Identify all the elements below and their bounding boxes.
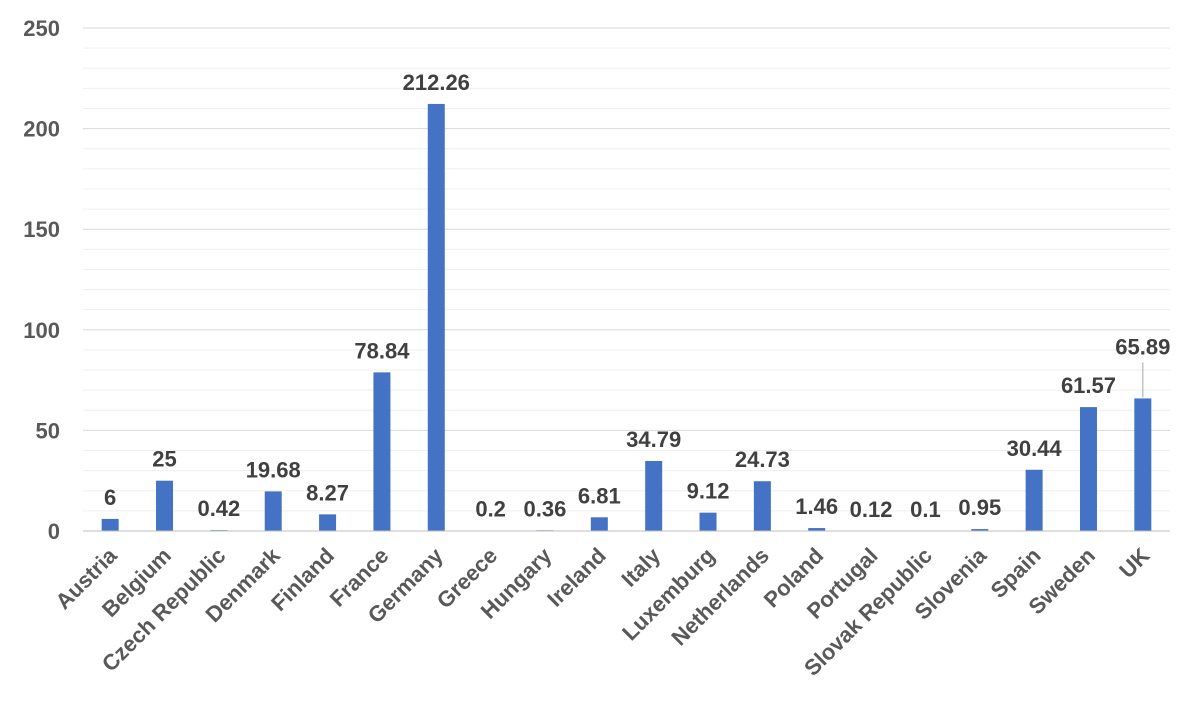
bar: [1025, 469, 1043, 531]
bar: [1079, 407, 1097, 531]
data-label: 24.73: [735, 447, 790, 472]
bar: [156, 480, 174, 531]
y-tick-label: 200: [23, 117, 60, 142]
data-label: 6.81: [578, 483, 621, 508]
data-label: 1.46: [795, 494, 838, 519]
x-category-label: Italy: [616, 542, 665, 591]
y-tick-label: 50: [36, 418, 60, 443]
bar: [1134, 398, 1152, 531]
y-tick-label: 100: [23, 318, 60, 343]
data-label: 30.44: [1007, 436, 1063, 461]
bar: [971, 529, 989, 531]
y-axis-tick-labels: 0 50 100 150 200 250: [23, 16, 60, 544]
bar: [753, 481, 771, 531]
y-tick-label: 0: [48, 519, 60, 544]
data-label: 0.12: [850, 497, 893, 522]
x-category-label: UK: [1114, 543, 1154, 583]
bars: [101, 103, 1152, 532]
bar: [264, 491, 282, 531]
data-label: 0.1: [910, 497, 941, 522]
data-label: 212.26: [403, 70, 470, 95]
data-label: 0.42: [197, 496, 240, 521]
data-label: 19.68: [246, 457, 301, 482]
bar: [808, 528, 826, 531]
data-label: 6: [104, 485, 116, 510]
data-label: 65.89: [1115, 334, 1170, 359]
data-label: 8.27: [306, 480, 349, 505]
bar: [101, 518, 119, 531]
data-label: 0.95: [958, 495, 1001, 520]
y-tick-label: 250: [23, 16, 60, 41]
bar: [699, 512, 717, 531]
y-tick-label: 150: [23, 217, 60, 242]
data-label: 61.57: [1061, 373, 1116, 398]
data-label: 34.79: [626, 427, 681, 452]
bar: [319, 514, 337, 531]
bar: [590, 517, 608, 531]
bar: [373, 372, 391, 531]
data-label: 0.36: [524, 496, 567, 521]
bar: [645, 461, 663, 531]
x-category-label: Ireland: [542, 543, 611, 612]
data-label: 0.2: [475, 497, 506, 522]
data-label: 78.84: [354, 338, 410, 363]
bar: [427, 103, 445, 532]
data-label: 25: [152, 447, 176, 472]
data-label: 9.12: [687, 479, 730, 504]
gridlines: [83, 27, 1170, 512]
